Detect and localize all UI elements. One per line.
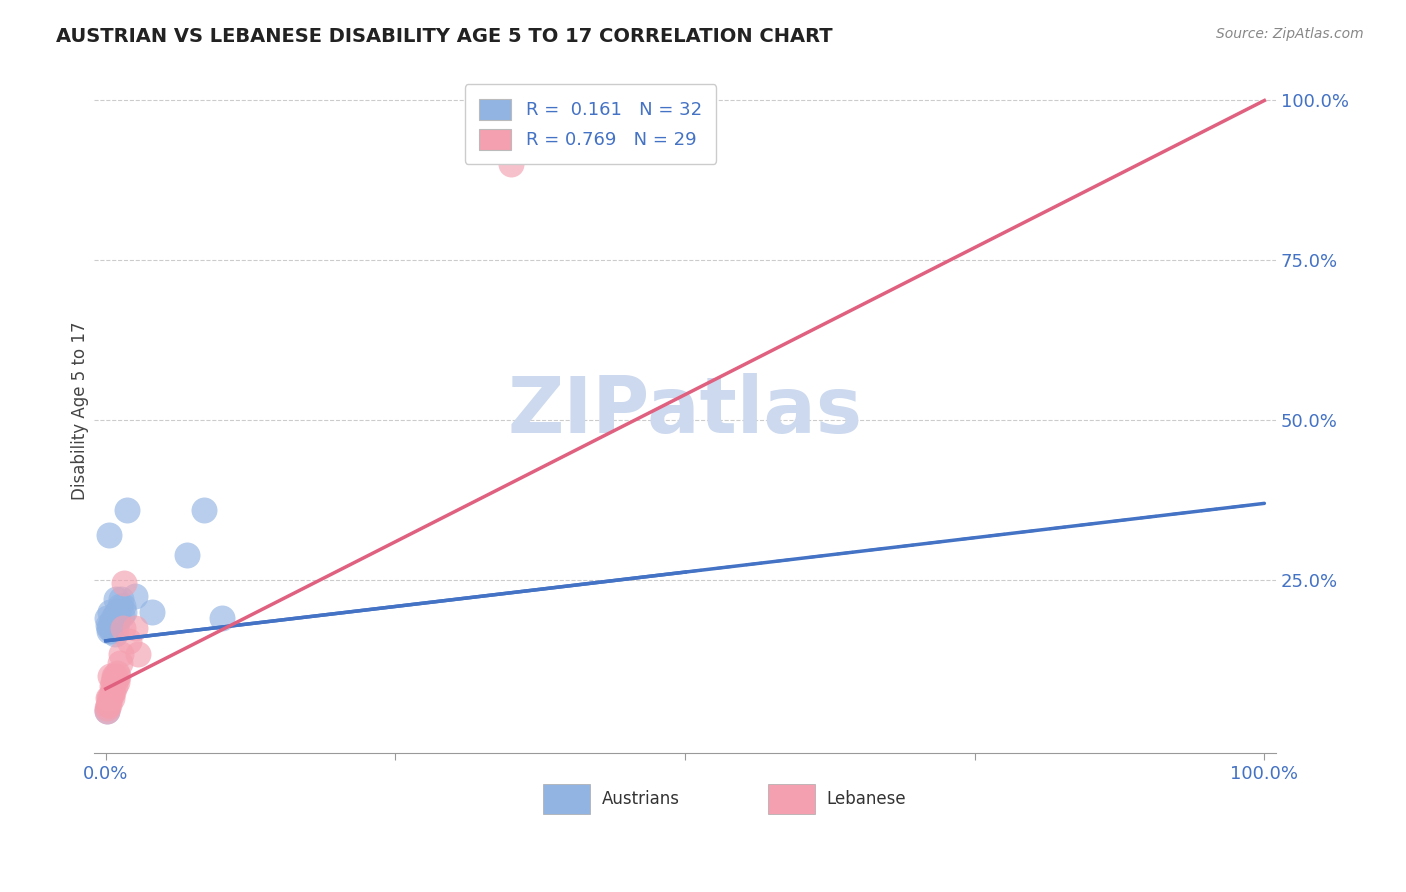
Point	[105, 675, 128, 690]
Text: Lebanese: Lebanese	[827, 790, 907, 808]
Point	[108, 657, 131, 671]
Point	[141, 605, 163, 619]
Point	[112, 605, 135, 619]
Point	[105, 672, 128, 686]
Point	[97, 698, 120, 712]
Point	[501, 157, 523, 171]
Point	[98, 618, 121, 632]
Point	[124, 621, 146, 635]
Point	[107, 669, 129, 683]
Point	[98, 691, 121, 706]
Point	[105, 592, 128, 607]
Point	[98, 669, 121, 683]
Point	[101, 685, 124, 699]
Point	[193, 502, 215, 516]
Text: Austrians: Austrians	[602, 790, 681, 808]
FancyBboxPatch shape	[768, 783, 815, 814]
Point	[97, 618, 120, 632]
FancyBboxPatch shape	[543, 783, 591, 814]
Point	[98, 698, 121, 712]
Point	[111, 608, 134, 623]
Point	[105, 621, 128, 635]
Legend: R =  0.161   N = 32, R = 0.769   N = 29: R = 0.161 N = 32, R = 0.769 N = 29	[464, 85, 717, 164]
Text: Source: ZipAtlas.com: Source: ZipAtlas.com	[1216, 27, 1364, 41]
Point	[104, 669, 127, 683]
Point	[96, 704, 118, 718]
Point	[103, 669, 125, 683]
Point	[176, 548, 198, 562]
Point	[98, 691, 121, 706]
Point	[96, 611, 118, 625]
Point	[100, 679, 122, 693]
Point	[127, 647, 149, 661]
Point	[110, 647, 132, 661]
Point	[107, 608, 129, 623]
Point	[112, 599, 135, 613]
Point	[100, 624, 122, 639]
Point	[101, 611, 124, 625]
Point	[103, 621, 125, 635]
Point	[98, 605, 121, 619]
Point	[105, 605, 128, 619]
Y-axis label: Disability Age 5 to 17: Disability Age 5 to 17	[72, 321, 89, 500]
Point	[104, 608, 127, 623]
Point	[110, 592, 132, 607]
Text: AUSTRIAN VS LEBANESE DISABILITY AGE 5 TO 17 CORRELATION CHART: AUSTRIAN VS LEBANESE DISABILITY AGE 5 TO…	[56, 27, 832, 45]
Point	[108, 599, 131, 613]
Point	[104, 627, 127, 641]
Point	[112, 621, 135, 635]
Point	[96, 701, 118, 715]
Point	[115, 502, 138, 516]
Point	[97, 691, 120, 706]
Point	[124, 589, 146, 603]
Point	[98, 621, 121, 635]
Point	[100, 685, 122, 699]
Point	[101, 675, 124, 690]
Point	[96, 704, 118, 718]
Point	[105, 665, 128, 680]
Point	[103, 672, 125, 686]
Text: ZIPatlas: ZIPatlas	[508, 373, 862, 449]
Point	[100, 615, 122, 629]
Point	[98, 528, 121, 542]
Point	[104, 679, 127, 693]
Point	[118, 633, 141, 648]
Point	[211, 611, 233, 625]
Point	[100, 691, 122, 706]
Point	[112, 576, 135, 591]
Point	[105, 615, 128, 629]
Point	[101, 621, 124, 635]
Point	[103, 615, 125, 629]
Point	[98, 624, 121, 639]
